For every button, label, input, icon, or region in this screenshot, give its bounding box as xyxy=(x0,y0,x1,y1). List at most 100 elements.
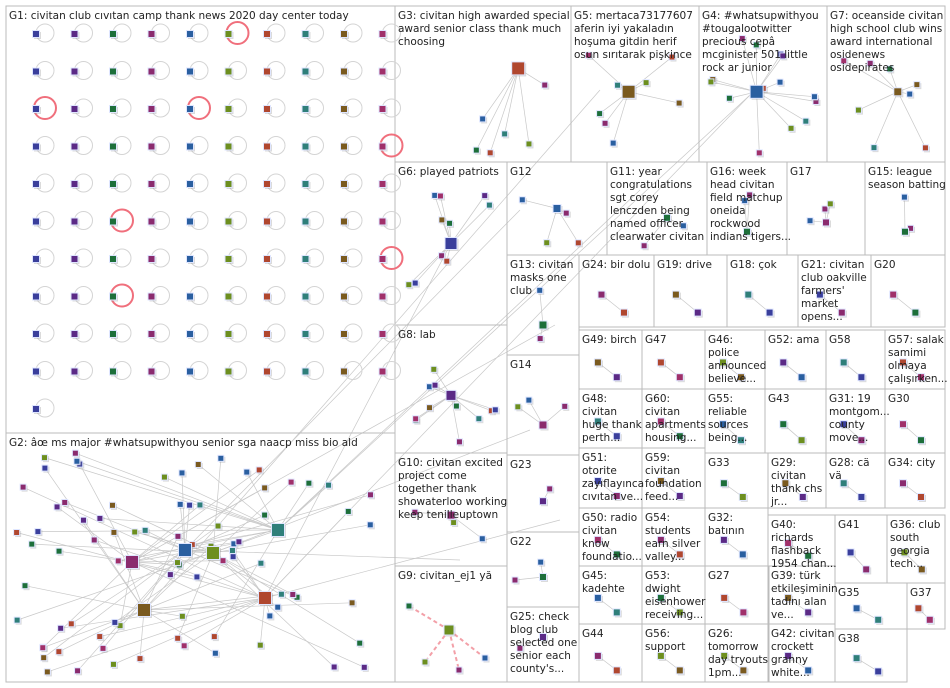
g33-node[interactable] xyxy=(738,493,747,501)
g7-node[interactable] xyxy=(870,144,878,152)
g12-node[interactable] xyxy=(543,239,551,247)
g14-node[interactable] xyxy=(525,396,533,404)
g2-node[interactable] xyxy=(194,461,202,469)
g29-node[interactable] xyxy=(781,479,790,488)
g6-node[interactable] xyxy=(446,219,454,227)
g14-node[interactable] xyxy=(561,402,569,410)
g7-node[interactable] xyxy=(866,59,874,67)
g8-node[interactable] xyxy=(491,406,499,414)
g1-node[interactable] xyxy=(186,180,194,188)
g17-hub-node[interactable] xyxy=(822,218,830,227)
g6-node[interactable] xyxy=(485,201,493,209)
g30-node[interactable] xyxy=(899,420,907,429)
g1-node[interactable] xyxy=(186,217,194,226)
g60-node[interactable] xyxy=(675,432,684,441)
g45-node[interactable] xyxy=(612,608,621,617)
g1-node[interactable] xyxy=(301,67,310,76)
g8-node[interactable] xyxy=(426,404,434,412)
g7-node[interactable] xyxy=(886,65,894,73)
g2-node[interactable] xyxy=(131,528,139,536)
g2-node[interactable] xyxy=(13,616,21,624)
g42-node[interactable] xyxy=(804,666,813,675)
g1-node[interactable] xyxy=(109,180,117,188)
g25-hub-node[interactable] xyxy=(539,633,547,641)
g58-node[interactable] xyxy=(857,373,866,382)
g2-node[interactable] xyxy=(356,639,364,647)
g1-node[interactable] xyxy=(186,30,194,38)
g25-node[interactable] xyxy=(516,644,524,652)
g2-node[interactable] xyxy=(256,641,264,649)
g22-hub-node[interactable] xyxy=(539,573,547,581)
g2-node[interactable] xyxy=(74,667,82,675)
g10-node[interactable] xyxy=(478,535,486,543)
g20-node[interactable] xyxy=(889,290,898,299)
g2-node[interactable] xyxy=(243,468,251,476)
g2-node[interactable] xyxy=(109,660,117,668)
g47-node[interactable] xyxy=(675,373,684,382)
g1-node[interactable] xyxy=(378,217,387,226)
g4-node[interactable] xyxy=(752,41,760,49)
g53-node[interactable] xyxy=(675,608,684,617)
g46-node[interactable] xyxy=(719,358,727,367)
g1-node[interactable] xyxy=(147,330,156,338)
g1-node[interactable] xyxy=(70,255,79,263)
g22-node[interactable] xyxy=(511,576,519,584)
g15-node[interactable] xyxy=(900,193,908,201)
g11-node[interactable] xyxy=(679,222,687,230)
g1-node[interactable] xyxy=(32,180,40,188)
g2-node[interactable] xyxy=(19,483,27,491)
g2-node[interactable] xyxy=(255,466,263,474)
g27-node[interactable] xyxy=(720,593,729,602)
g2-node[interactable] xyxy=(80,516,88,524)
g46-node[interactable] xyxy=(737,373,745,382)
g37-node[interactable] xyxy=(925,615,934,624)
g2-node[interactable] xyxy=(289,591,297,599)
g5-node[interactable] xyxy=(609,139,617,147)
g17-node[interactable] xyxy=(826,200,834,208)
g16-node[interactable] xyxy=(746,191,754,199)
g1-node[interactable] xyxy=(147,67,156,76)
g52-node[interactable] xyxy=(779,358,788,367)
g32-node[interactable] xyxy=(738,550,747,559)
g29-node[interactable] xyxy=(798,493,807,501)
g1-node[interactable] xyxy=(147,255,156,263)
g9-hub-node[interactable] xyxy=(443,624,455,636)
g1-node[interactable] xyxy=(301,180,310,188)
g2-node[interactable] xyxy=(330,663,338,671)
g16-node[interactable] xyxy=(741,197,749,205)
g1-node[interactable] xyxy=(70,367,79,376)
g38-node[interactable] xyxy=(852,654,861,663)
g2-node[interactable] xyxy=(53,503,61,511)
g41-node[interactable] xyxy=(846,548,855,557)
g32-node[interactable] xyxy=(719,535,728,544)
g2-node[interactable] xyxy=(136,655,144,663)
g2-node[interactable] xyxy=(90,536,98,544)
g2-node[interactable] xyxy=(43,668,51,676)
g1-node[interactable] xyxy=(378,367,387,376)
g4-node[interactable] xyxy=(707,78,715,86)
g1-node[interactable] xyxy=(186,142,194,151)
g2-node[interactable] xyxy=(34,528,42,536)
g1-node[interactable] xyxy=(32,255,40,263)
g54-node[interactable] xyxy=(675,550,684,559)
g1-node[interactable] xyxy=(263,67,271,76)
g2-node[interactable] xyxy=(55,648,63,656)
g2-node[interactable] xyxy=(228,546,236,554)
g1-node[interactable] xyxy=(263,30,271,38)
g57-node[interactable] xyxy=(899,358,907,367)
g59-node[interactable] xyxy=(656,477,665,485)
g12-node[interactable] xyxy=(562,209,570,217)
g19-node[interactable] xyxy=(693,308,702,317)
g1-node[interactable] xyxy=(147,367,156,376)
g2-node[interactable] xyxy=(96,633,104,641)
g2-hub-node[interactable] xyxy=(137,603,151,617)
g1-node[interactable] xyxy=(109,30,117,38)
g2-node[interactable] xyxy=(178,469,186,477)
g2-node[interactable] xyxy=(344,507,352,515)
g1-node[interactable] xyxy=(340,255,348,263)
g5-node[interactable] xyxy=(675,99,683,107)
g1-node[interactable] xyxy=(224,180,233,188)
g7-node[interactable] xyxy=(906,90,914,98)
g1-node[interactable] xyxy=(378,142,387,151)
g1-node[interactable] xyxy=(147,292,156,301)
